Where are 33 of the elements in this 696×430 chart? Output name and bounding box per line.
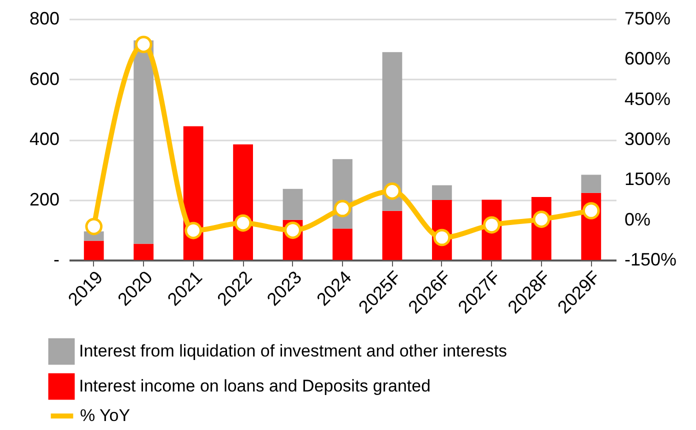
bar: [332, 228, 352, 260]
y2-tick-label: 600%: [624, 48, 671, 69]
point: [184, 222, 202, 240]
legend-label: Interest income on loans and Deposits granted: [79, 376, 431, 396]
y-tick-label: 800: [29, 8, 60, 28]
legend-label: Interest from liquidation of investment and other interests: [79, 342, 508, 360]
point: [134, 36, 152, 54]
y2-tick-label: -150%: [624, 250, 677, 270]
y-tick-label: 600: [29, 68, 60, 89]
y2-tick-label: 450%: [624, 88, 671, 109]
point: [234, 214, 252, 232]
y2-tick-label: 750%: [624, 8, 671, 28]
point: [532, 210, 550, 228]
bar: [382, 52, 402, 211]
legend-label: % YoY: [80, 406, 130, 425]
point: [334, 200, 352, 218]
y-tick-label: 400: [29, 129, 60, 149]
bar: [84, 240, 104, 260]
bar: [282, 188, 303, 220]
y-tick-label: -: [54, 250, 60, 270]
bar: [382, 210, 402, 260]
y2-tick-label: 0%: [624, 209, 651, 230]
point: [582, 202, 600, 220]
bar: [581, 174, 602, 193]
bar: [432, 185, 452, 200]
point: [284, 222, 302, 239]
point: [384, 182, 401, 200]
y2-tick-label: 300%: [624, 129, 671, 149]
bar: [134, 40, 154, 244]
bar: [134, 244, 154, 260]
y-tick-label: 200: [29, 189, 60, 210]
point: [85, 218, 103, 236]
y2-tick-label: 150%: [624, 169, 671, 190]
